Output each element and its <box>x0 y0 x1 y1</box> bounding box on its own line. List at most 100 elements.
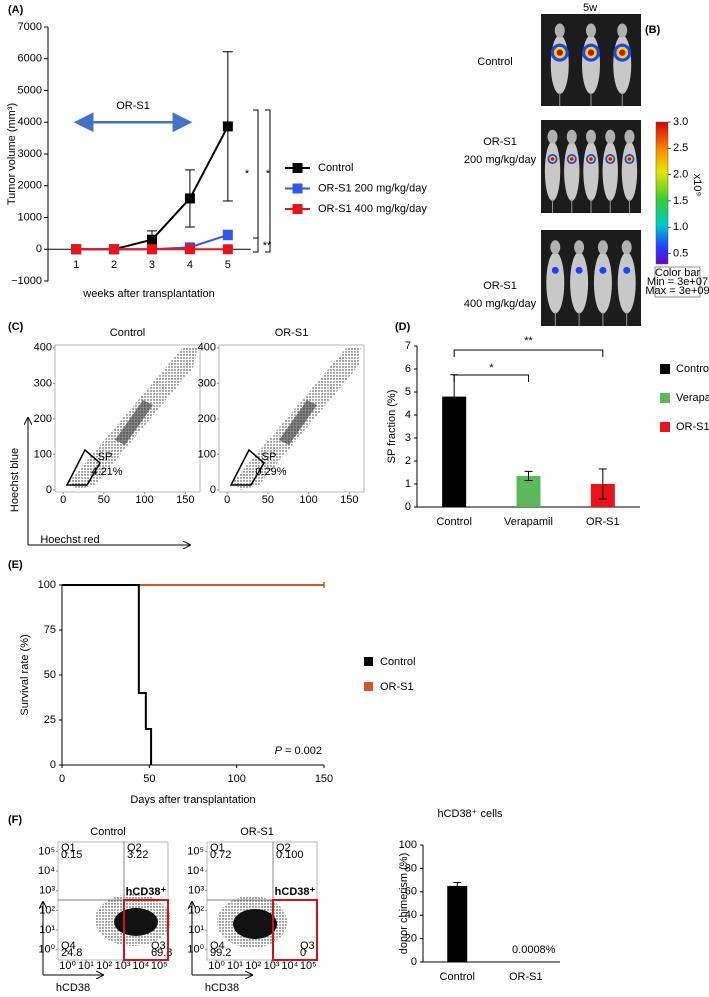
x-tick-label: 10⁵ <box>300 960 317 972</box>
y-tick-label: 2000 <box>18 180 42 192</box>
y-axis-label: Survival rate (%) <box>19 634 31 715</box>
y-tick-label: 1 <box>405 478 411 490</box>
mouse-head <box>566 129 577 144</box>
signal <box>623 266 631 274</box>
significance: ** <box>263 240 272 252</box>
x-tick-label: 100 <box>227 773 245 785</box>
panel-label: (F) <box>8 814 22 826</box>
panel-label: (D) <box>395 321 411 333</box>
quadrant-label: Q1 <box>210 842 225 854</box>
y-tick-label: 5 <box>405 386 411 398</box>
colorbar-info: Color bar <box>655 267 701 279</box>
y-tick-label: 10⁵ <box>38 845 55 857</box>
y-tick-label: 80 <box>405 862 417 874</box>
colorbar <box>655 121 669 265</box>
mouse <box>544 141 561 201</box>
legend-marker <box>292 163 303 173</box>
mouse-head <box>624 129 635 144</box>
y-tick-label: 5000 <box>18 84 42 96</box>
x-tick-label: 5 <box>225 259 231 271</box>
marker <box>184 244 195 255</box>
y-tick-label: 10³ <box>188 885 204 897</box>
x-tick-label: 100 <box>135 494 153 506</box>
y-tick-label: 10⁵ <box>187 845 204 857</box>
y-tick-label: 10¹ <box>39 924 55 936</box>
quadrant-label: Q2 <box>127 842 142 854</box>
y-tick-label: 10¹ <box>188 924 204 936</box>
mouse <box>602 141 618 201</box>
gate-label: SP <box>262 451 277 463</box>
y-tick-label: 75 <box>44 624 56 636</box>
mouse <box>621 141 638 201</box>
signal <box>587 49 595 56</box>
y-tick-label: 100 <box>38 579 56 591</box>
y-tick-label: 10⁴ <box>38 865 55 877</box>
y-tick-label: 200 <box>34 413 52 425</box>
mouse-head <box>574 240 585 255</box>
x-tick-label: Verapamil <box>504 516 553 528</box>
significance: * <box>489 362 494 374</box>
colorbar-tick-label: 2.0 <box>673 168 688 180</box>
y-tick-label: 60 <box>405 886 417 898</box>
x-tick-label: 150 <box>340 494 358 506</box>
group-label: OR-S1 <box>483 136 517 148</box>
legend-marker <box>292 183 303 194</box>
marker <box>109 244 120 255</box>
legend-marker <box>364 657 373 666</box>
error-cap <box>598 468 607 500</box>
y-tick-label: 4 <box>405 409 411 421</box>
mouse-head <box>550 240 561 255</box>
quadrant-label: 69.8 <box>151 947 172 959</box>
cell-density-core <box>233 909 277 939</box>
legend-marker <box>660 364 670 374</box>
x-tick-label: 150 <box>315 773 333 785</box>
y-tick-label: 400 <box>198 342 216 354</box>
significance-bracket <box>253 237 259 253</box>
x-tick-label: 150 <box>176 494 194 506</box>
x-tick-label: 10³ <box>115 960 131 972</box>
y-tick-label: 7 <box>405 340 411 352</box>
x-tick-label: 0 <box>224 494 230 506</box>
mouse <box>617 252 636 314</box>
panel-label: (C) <box>8 321 24 333</box>
quadrant-label: Q2 <box>276 842 291 854</box>
cell-density-core <box>115 400 153 445</box>
y-axis-label: Hoechst blue <box>9 448 21 512</box>
x-tick-label: 10³ <box>264 960 280 972</box>
x-axis-label: weeks after transplantation <box>82 288 214 300</box>
group-dose: 400 mg/kg/day <box>464 298 537 310</box>
gate-label: SP <box>98 451 113 463</box>
y-tick-label: 10³ <box>39 885 55 897</box>
quadrant-label: Q4 <box>61 940 76 952</box>
mouse-head <box>586 23 596 38</box>
y-tick-label: 10² <box>39 904 55 916</box>
y-tick-label: 50 <box>44 669 56 681</box>
x-tick-label: 10⁰ <box>208 960 225 972</box>
cell-density-core <box>114 908 158 936</box>
arrow-label: OR-S1 <box>116 100 150 112</box>
legend-marker <box>292 204 303 214</box>
colorbar-info: Max = 3e+09 <box>645 285 709 297</box>
colorbar-tick-label: 0.5 <box>673 247 688 259</box>
quadrant-label: 99.2 <box>210 947 231 959</box>
colorbar-tick-label: 1.0 <box>673 221 688 233</box>
significance-bracket <box>253 109 259 239</box>
value-label: 0.0008% <box>512 944 556 956</box>
bar <box>447 885 468 962</box>
signal <box>589 157 593 161</box>
significance: ** <box>524 335 533 347</box>
y-tick-label: 3000 <box>18 148 42 160</box>
legend-label: OR-S1 <box>676 421 709 433</box>
x-tick-label: 10² <box>96 960 112 972</box>
y-tick-label: 6000 <box>18 53 42 65</box>
quadrant-label: 0.15 <box>61 849 82 861</box>
significance-bracket <box>453 349 604 357</box>
x-tick-label: 10² <box>245 960 261 972</box>
x-tick-label: 10⁵ <box>151 960 168 972</box>
mouse-head <box>621 240 632 255</box>
y-tick-label: 300 <box>198 377 216 389</box>
marker <box>146 234 157 245</box>
signal <box>627 157 632 161</box>
y-tick-label: 10⁰ <box>38 944 55 956</box>
